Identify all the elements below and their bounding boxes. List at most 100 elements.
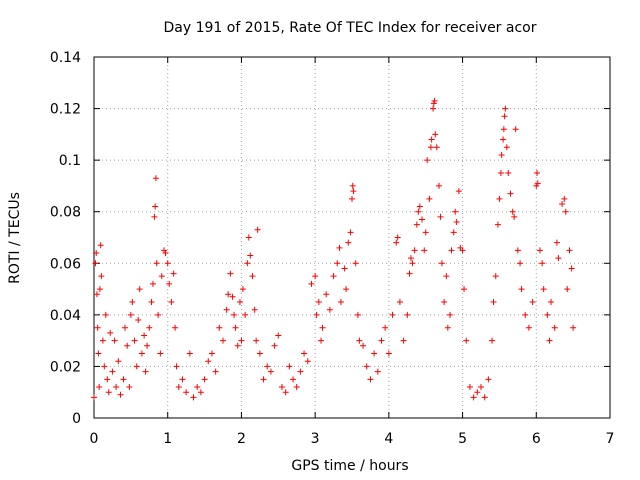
plot-frame [93, 56, 611, 419]
data-point-marker [438, 260, 445, 267]
data-point-marker [330, 273, 337, 280]
data-point-marker [426, 195, 433, 202]
y-tick-label: 0.04 [50, 308, 81, 324]
data-point-marker [242, 311, 249, 318]
data-point-marker [406, 270, 413, 277]
data-point-marker [500, 126, 507, 133]
data-point-marker [496, 195, 503, 202]
data-point-marker [544, 311, 551, 318]
data-point-marker [216, 324, 223, 331]
data-point-marker [400, 337, 407, 344]
data-point-marker [455, 188, 462, 195]
data-point-marker [308, 280, 315, 287]
data-point-marker [411, 247, 418, 254]
data-point-marker [256, 350, 263, 357]
data-point-marker [385, 350, 392, 357]
data-point-marker [470, 394, 477, 401]
data-point-marker [334, 260, 341, 267]
data-point-marker [485, 376, 492, 383]
data-point-marker [92, 260, 99, 267]
y-tick-label: 0.12 [50, 102, 81, 118]
data-point-marker [517, 260, 524, 267]
x-tick-label: 2 [237, 431, 246, 447]
data-point-marker [93, 291, 100, 298]
data-point-marker [179, 376, 186, 383]
data-point-marker [534, 180, 541, 187]
data-point-marker [444, 324, 451, 331]
x-tick-label: 3 [311, 431, 320, 447]
data-point-marker [247, 252, 254, 259]
x-tick-label: 0 [90, 431, 99, 447]
data-point-marker [197, 389, 204, 396]
data-point-marker [389, 311, 396, 318]
data-point-marker [117, 391, 124, 398]
data-point-marker [109, 368, 116, 375]
data-point-marker [540, 286, 547, 293]
data-point-marker [367, 376, 374, 383]
data-point-marker [223, 306, 230, 313]
data-point-marker [478, 384, 484, 391]
x-tick-label: 4 [384, 431, 393, 447]
data-point-marker [164, 260, 171, 267]
data-point-marker [98, 273, 105, 280]
data-point-marker [107, 329, 114, 336]
data-point-marker [290, 376, 297, 383]
data-point-marker [553, 239, 560, 246]
data-point-marker [453, 219, 460, 226]
data-point-marker [466, 384, 473, 391]
y-tick-label: 0.06 [50, 256, 81, 272]
data-point-marker [183, 389, 190, 396]
data-point-marker [313, 311, 320, 318]
data-point-marker [356, 337, 363, 344]
data-point-marker [162, 249, 169, 256]
data-point-marker [505, 170, 512, 177]
data-point-marker [448, 247, 455, 254]
data-point-marker [275, 332, 282, 339]
data-point-marker [450, 229, 457, 236]
data-point-marker [124, 342, 131, 349]
axis-ticks [93, 56, 611, 419]
data-point-marker [337, 298, 344, 305]
data-point-marker [96, 286, 103, 293]
data-point-marker [441, 298, 448, 305]
data-point-marker [354, 311, 361, 318]
data-point-marker [323, 291, 330, 298]
data-point-marker [378, 337, 385, 344]
data-point-marker [507, 190, 514, 197]
data-point-marker [424, 157, 431, 164]
data-point-marker [101, 363, 108, 370]
data-point-marker [135, 317, 142, 324]
data-point-marker [416, 203, 423, 210]
data-point-marker [249, 273, 256, 280]
data-point-marker [490, 298, 497, 305]
data-point-marker [271, 342, 278, 349]
data-point-marker [474, 389, 481, 396]
data-point-marker [394, 234, 401, 241]
data-point-marker [126, 384, 133, 391]
data-point-marker [396, 298, 403, 305]
data-point-marker [568, 265, 575, 272]
data-point-marker [447, 311, 454, 318]
data-point-marker [96, 384, 103, 391]
data-point-marker [168, 298, 175, 305]
data-point-marker [512, 126, 519, 133]
data-point-marker [509, 208, 516, 215]
data-point-marker [500, 136, 507, 143]
data-point-marker [548, 298, 555, 305]
data-point-marker [502, 105, 509, 112]
data-point-marker [146, 324, 153, 331]
data-point-marker [382, 324, 389, 331]
data-point-marker [341, 265, 348, 272]
data-point-marker [153, 260, 160, 267]
data-point-marker [393, 239, 400, 246]
data-point-marker [494, 221, 501, 228]
data-point-marker [350, 188, 357, 195]
y-axis-label: ROTI / TECUs [7, 192, 23, 284]
data-point-marker [186, 350, 193, 357]
data-point-marker [421, 247, 428, 254]
data-point-marker [374, 368, 381, 375]
data-point-marker [326, 306, 333, 313]
data-point-marker [433, 144, 440, 151]
data-point-marker [208, 350, 215, 357]
data-point-marker [336, 244, 343, 251]
